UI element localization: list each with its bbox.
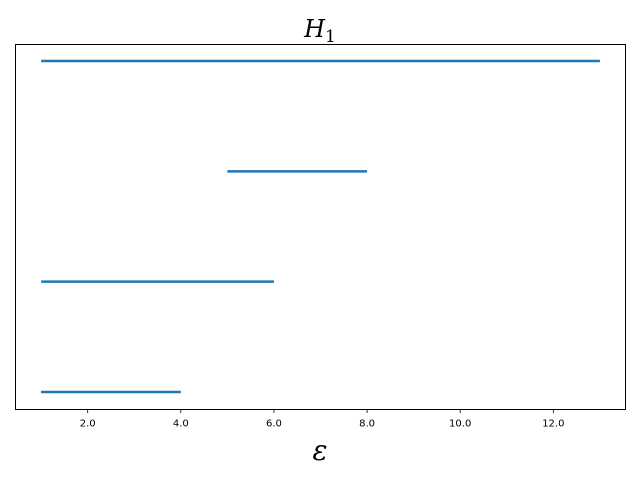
x-tick-label: 12.0	[542, 419, 564, 430]
x-tick-label: 2.0	[80, 419, 96, 430]
x-tick-label: 6.0	[266, 419, 282, 430]
chart-title-subscript: 1	[325, 27, 336, 47]
x-tick-label: 4.0	[173, 419, 189, 430]
chart-title-main: H	[303, 15, 326, 43]
x-tick-label: 10.0	[449, 419, 471, 430]
x-tick-label: 8.0	[359, 419, 375, 430]
x-axis-label: ε	[312, 434, 327, 467]
chart-title: H1	[303, 15, 336, 47]
x-axis-ticks: 2.0 4.0 6.0 8.0 10.0 12.0	[80, 409, 564, 430]
plot-frame	[15, 44, 626, 410]
barcode-intervals	[41, 59, 600, 394]
